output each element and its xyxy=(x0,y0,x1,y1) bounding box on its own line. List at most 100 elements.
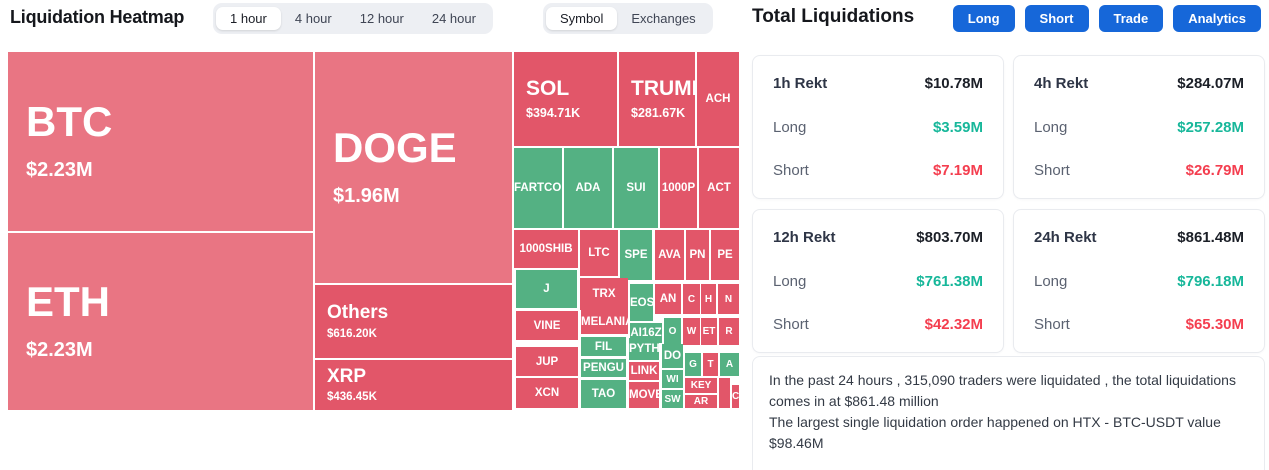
treemap-tile-an[interactable]: AN xyxy=(655,284,681,314)
tile-symbol: O xyxy=(668,326,677,337)
tile-symbol: ETH xyxy=(26,278,110,325)
tab-24-hour[interactable]: 24 hour xyxy=(431,11,476,26)
treemap-tile-ada[interactable]: ADA xyxy=(564,148,612,228)
tile-symbol: FARTCOIN xyxy=(514,182,562,194)
tile-symbol: N xyxy=(724,293,733,305)
card-long-row: Long $796.18M xyxy=(1034,273,1244,290)
rekt-card: 1h Rekt $10.78M Long $3.59M Short $7.19M xyxy=(752,55,1004,199)
treemap-tile-o[interactable]: O xyxy=(664,318,681,345)
treemap-tile-eos[interactable]: EOS xyxy=(630,284,653,321)
tab-exchanges[interactable]: Exchanges xyxy=(631,11,696,26)
treemap-tile-ltc[interactable]: LTC xyxy=(580,230,618,276)
long-value: $3.59M xyxy=(932,118,983,136)
long-label: Long xyxy=(1034,272,1068,290)
treemap-tile-pengu[interactable]: PENGU xyxy=(581,359,626,377)
tile-symbol: LTC xyxy=(588,247,610,259)
tile-symbol: DO xyxy=(663,350,682,362)
treemap-tile-spe[interactable]: SPE xyxy=(620,230,652,280)
card-period-label: 1h Rekt xyxy=(773,75,828,92)
treemap-tile-r[interactable]: R xyxy=(719,318,739,345)
treemap-tile-pn[interactable]: PN xyxy=(686,230,709,280)
treemap-tile-trx[interactable]: TRX xyxy=(580,278,628,310)
treemap-tile-move[interactable]: MOVE xyxy=(629,382,659,408)
treemap-tile-h[interactable]: H xyxy=(701,284,716,314)
tile-symbol: AN xyxy=(659,293,677,305)
tile-symbol: Others xyxy=(327,302,389,324)
tile-symbol: DOGE xyxy=(333,124,457,171)
treemap-tile-ar[interactable]: AR xyxy=(685,395,717,408)
tile-symbol: EOS xyxy=(630,296,653,309)
treemap-tile-1000p[interactable]: 1000P xyxy=(660,148,697,228)
tab-12-hour[interactable]: 12 hour xyxy=(359,11,404,26)
treemap-tile-jup[interactable]: JUP xyxy=(516,347,578,376)
tile-value: $616.20K xyxy=(327,327,377,340)
treemap-tile-tao[interactable]: TAO xyxy=(581,380,626,408)
treemap-tile-eth[interactable]: ETH $2.23M xyxy=(8,233,313,410)
treemap-tile-n[interactable]: N xyxy=(718,284,739,314)
treemap-tile-pe[interactable]: PE xyxy=(711,230,739,280)
treemap-tile-pyth[interactable]: PYTH xyxy=(629,338,659,360)
tile-symbol: TRUMP xyxy=(631,77,695,100)
treemap-tile-key[interactable]: KEY xyxy=(685,378,717,393)
treemap-tile-a[interactable]: A xyxy=(720,353,739,376)
tile-value: $1.96M xyxy=(333,185,400,207)
card-short-row: Short $7.19M xyxy=(773,162,983,179)
analytics-button[interactable]: Analytics xyxy=(1173,5,1261,32)
rekt-card: 4h Rekt $284.07M Long $257.28M Short $26.79M xyxy=(1013,55,1265,199)
action-buttons: Long Short Trade Analytics xyxy=(952,5,1261,32)
treemap-tile-1000shib[interactable]: 1000SHIB xyxy=(514,230,578,268)
tile-symbol: PENGU xyxy=(583,362,624,374)
long-value: $761.38M xyxy=(916,272,983,290)
treemap-tile-xcn[interactable]: XCN xyxy=(516,378,578,408)
summary-line-2: The largest single liquidation order hap… xyxy=(769,414,1221,451)
treemap-tile-c[interactable]: C xyxy=(732,385,739,408)
treemap-tile-link[interactable]: LINK xyxy=(629,362,659,380)
short-value: $65.30M xyxy=(1185,316,1244,333)
tab-4-hour[interactable]: 4 hour xyxy=(294,11,332,26)
treemap-tile-fartcoin[interactable]: FARTCOIN xyxy=(514,148,562,228)
treemap-tile-w[interactable]: W xyxy=(683,318,700,345)
treemap-tile[interactable] xyxy=(719,378,730,408)
treemap-tile-ava[interactable]: AVA xyxy=(655,230,684,280)
treemap-tile-do[interactable]: DO xyxy=(662,344,683,368)
tile-symbol: J xyxy=(543,283,550,295)
treemap-tile-sol[interactable]: SOL $394.71K xyxy=(514,52,617,146)
tile-symbol: BTC xyxy=(26,98,113,145)
treemap-tile-others[interactable]: Others $616.20K xyxy=(315,285,512,358)
long-button[interactable]: Long xyxy=(952,5,1015,32)
tile-symbol: KEY xyxy=(690,380,712,391)
treemap-tile-t[interactable]: T xyxy=(703,353,718,376)
card-long-row: Long $257.28M xyxy=(1034,119,1244,136)
treemap-tile-c[interactable]: C xyxy=(683,284,700,314)
short-label: Short xyxy=(1034,162,1070,179)
liquidation-heatmap-treemap: BTC $2.23M ETH $2.23M DOGE $1.96M Others $616.2… xyxy=(8,52,739,410)
treemap-tile-xrp[interactable]: XRP $436.45K xyxy=(315,360,512,410)
treemap-tile-act[interactable]: ACT xyxy=(699,148,739,228)
short-value: $7.19M xyxy=(932,162,983,179)
treemap-tile-vine[interactable]: VINE xyxy=(516,311,578,340)
treemap-tile-wi[interactable]: WI xyxy=(662,370,683,388)
card-long-row: Long $3.59M xyxy=(773,119,983,136)
tile-symbol: ACH xyxy=(705,93,731,105)
treemap-tile-sui[interactable]: SUI xyxy=(614,148,658,228)
treemap-tile-trump[interactable]: TRUMP $281.67K xyxy=(619,52,695,146)
treemap-tile-btc[interactable]: BTC $2.23M xyxy=(8,52,313,231)
short-button[interactable]: Short xyxy=(1024,5,1089,32)
treemap-tile-g[interactable]: G xyxy=(685,353,701,376)
tab-symbol[interactable]: Symbol xyxy=(546,7,618,30)
treemap-tile-sw[interactable]: SW xyxy=(662,390,683,408)
trade-button[interactable]: Trade xyxy=(1098,5,1164,32)
tile-value: $2.23M xyxy=(26,159,93,181)
treemap-tile-fil[interactable]: FIL xyxy=(581,337,626,356)
symbol-exchange-tabs: Symbol Exchanges xyxy=(543,3,713,34)
tile-symbol: ET xyxy=(702,326,716,337)
short-label: Short xyxy=(1034,316,1070,333)
treemap-tile-ach[interactable]: ACH xyxy=(697,52,739,146)
treemap-tile-doge[interactable]: DOGE $1.96M xyxy=(315,52,512,283)
tab-1-hour[interactable]: 1 hour xyxy=(216,7,281,30)
treemap-tile-j[interactable]: J xyxy=(516,270,577,308)
time-range-tabs: 1 hour 4 hour 12 hour 24 hour xyxy=(213,3,493,34)
treemap-tile-et[interactable]: ET xyxy=(701,318,717,345)
